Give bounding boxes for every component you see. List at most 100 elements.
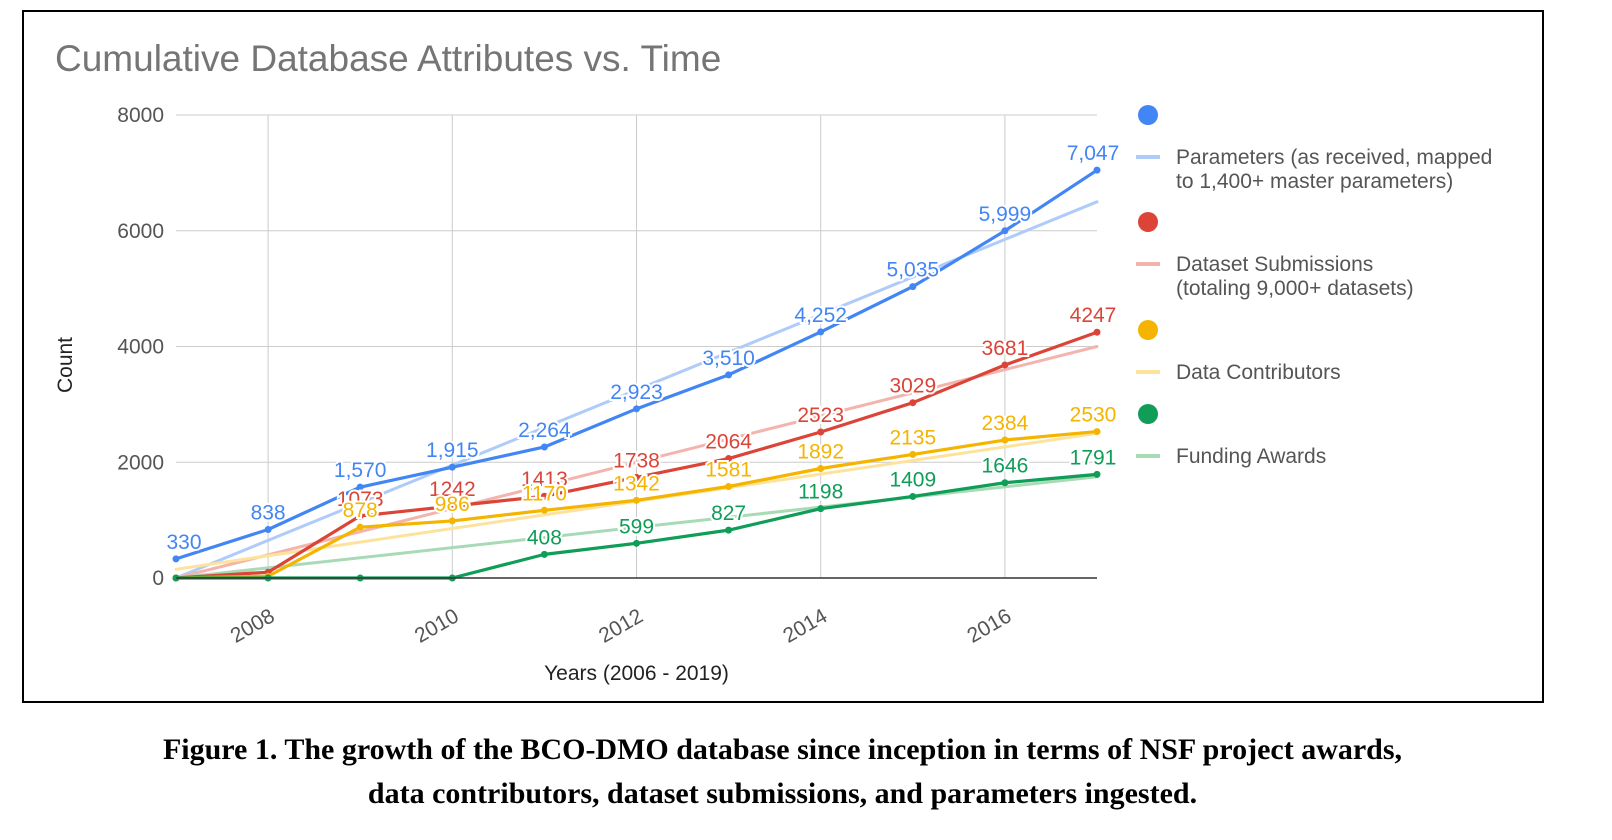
data-label: 1,570: [334, 459, 387, 482]
legend-marker-dot: [1138, 320, 1158, 340]
data-label: 2530: [1070, 404, 1117, 427]
data-point: [725, 526, 733, 534]
legend-marker-dot: [1138, 404, 1158, 424]
x-tick-label: 2016: [963, 604, 1015, 647]
data-label: 2135: [889, 426, 936, 449]
data-point: [1093, 328, 1101, 336]
data-point: [1093, 166, 1101, 174]
legend-label: (totaling 9,000+ datasets): [1176, 277, 1414, 300]
y-tick-label: 4000: [117, 336, 164, 359]
axes: 0 2000 4000 6000 8000 2008 2010 2012 2014 2016 Yea…: [54, 104, 1097, 685]
legend-marker-dot: [1138, 105, 1158, 125]
data-point: [1001, 361, 1009, 369]
chart-frame: [22, 10, 1544, 703]
data-point: [817, 505, 825, 513]
data-point: [633, 496, 640, 504]
data-point: [817, 328, 825, 336]
y-tick-label: 0: [152, 567, 164, 590]
data-label: 1413: [521, 468, 568, 491]
data-label: 1073: [337, 488, 384, 511]
data-label: 1409: [889, 468, 936, 491]
trend-line: [174, 345, 1099, 580]
data-label: 2,264: [518, 419, 571, 442]
data-point: [540, 492, 548, 500]
legend-label: Dataset Submissions: [1176, 253, 1373, 276]
data-point: [633, 539, 640, 547]
chart-title: Cumulative Database Attributes vs. Time: [55, 38, 722, 79]
data-label: 1646: [982, 455, 1029, 478]
x-tick-label: 2012: [595, 604, 647, 647]
data-point: [1093, 428, 1101, 436]
x-tick-label: 2008: [227, 604, 279, 647]
data-point: [817, 465, 825, 473]
data-label: 2,923: [610, 381, 663, 404]
y-tick-label: 8000: [117, 104, 164, 127]
data-label: 599: [619, 515, 654, 538]
caption-line-1: Figure 1. The growth of the BCO-DMO data…: [162, 733, 1403, 766]
y-axis-label: Count: [54, 337, 77, 393]
data-label: 1892: [797, 441, 844, 464]
data-label: 838: [251, 502, 286, 525]
data-label: 2523: [797, 404, 844, 427]
data-point: [1001, 227, 1009, 235]
chart: 0 2000 4000 6000 8000 2008 2010 2012 2014 2016 Yea…: [54, 104, 1492, 685]
data-label: 1791: [1070, 446, 1117, 469]
data-label: 3681: [982, 337, 1029, 360]
data-point: [909, 492, 917, 500]
data-point: [633, 473, 640, 481]
data-point: [540, 506, 548, 514]
data-point: [172, 555, 180, 563]
legend-label: Funding Awards: [1176, 445, 1326, 468]
data-point: [909, 283, 917, 291]
data-point: [448, 517, 456, 525]
data-point: [356, 512, 364, 520]
data-label: 827: [711, 502, 746, 525]
data-point: [725, 482, 733, 490]
trend-line: [174, 475, 1099, 580]
y-tick-label: 2000: [117, 451, 164, 474]
caption-line-2: data contributors, dataset submissions, …: [367, 777, 1198, 810]
x-tick-label: 2010: [411, 604, 463, 647]
data-label: 1,915: [426, 439, 479, 462]
data-label: 878: [343, 499, 378, 522]
data-point: [817, 428, 825, 436]
data-point: [633, 405, 640, 413]
data-point: [909, 450, 917, 458]
data-label: 3029: [889, 375, 936, 398]
data-label: 1738: [613, 449, 660, 472]
data-point: [1001, 436, 1009, 444]
x-axis-label: Years (2006 - 2019): [544, 662, 729, 685]
data-label: 5,035: [887, 259, 940, 282]
data-point: [540, 443, 548, 451]
data-label: 1198: [798, 481, 843, 504]
data-point: [725, 371, 733, 379]
data-point: [540, 550, 548, 558]
data-label: 4247: [1070, 304, 1117, 327]
data-point: [725, 455, 733, 463]
data-label: 1342: [613, 472, 660, 495]
trend-lines: [174, 200, 1099, 580]
data-label: 7,047: [1067, 142, 1120, 165]
trend-line: [174, 200, 1099, 580]
y-tick-label: 6000: [117, 220, 164, 243]
figure-caption: Figure 1. The growth of the BCO-DMO data…: [0, 728, 1565, 816]
data-label: 4,252: [794, 304, 847, 327]
data-label: 408: [527, 526, 562, 549]
data-label: 1242: [429, 478, 476, 501]
series-lines: [172, 166, 1101, 582]
data-point: [448, 502, 456, 510]
data-labels: 330 838 1,570 1,915 2,264 2,923 3,510 4,252 5,03…: [164, 140, 1121, 556]
x-tick-label: 2014: [779, 604, 831, 647]
data-point: [264, 526, 272, 534]
data-label: 1170: [522, 482, 567, 505]
data-point: [356, 483, 364, 491]
data-point: [909, 399, 917, 407]
data-point: [1001, 479, 1009, 487]
data-point: [1093, 470, 1101, 478]
data-label: 330: [166, 531, 201, 554]
data-label: 2384: [982, 412, 1029, 435]
data-point: [448, 463, 456, 471]
legend-marker-dot: [1138, 212, 1158, 232]
legend-label: Parameters (as received, mapped: [1176, 146, 1492, 169]
